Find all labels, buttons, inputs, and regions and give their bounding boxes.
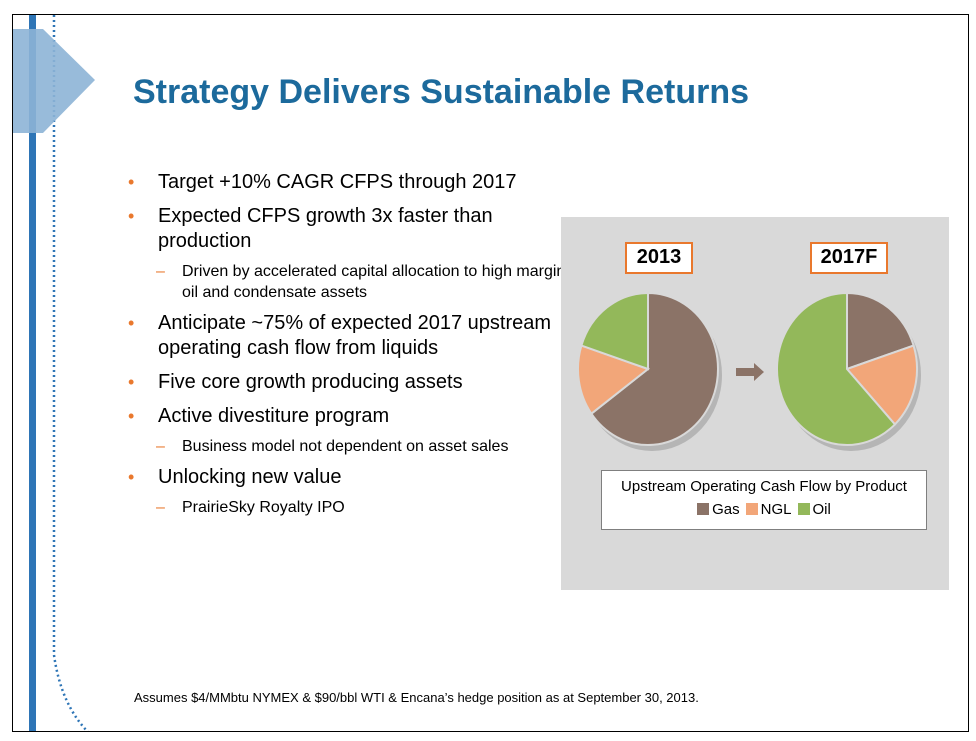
legend-title: Upstream Operating Cash Flow by Product	[621, 478, 907, 495]
bullet-item: Anticipate ~75% of expected 2017 upstrea…	[128, 311, 568, 361]
sub-bullet-item: Driven by accelerated capital allocation…	[128, 261, 568, 303]
legend-label-gas: Gas	[712, 501, 740, 518]
slide-decoration	[13, 15, 95, 731]
arrow-right-icon	[736, 363, 764, 381]
legend-items: Gas NGL Oil	[602, 501, 926, 518]
year-label-2013: 2013	[625, 242, 693, 274]
legend-label-ngl: NGL	[760, 501, 792, 518]
sub-bullet-item: PrairieSky Royalty IPO	[128, 497, 568, 518]
pie-slice-2017f-ngl	[845, 344, 918, 426]
sub-bullet-item: Business model not dependent on asset sa…	[128, 436, 568, 457]
bullet-list: Target +10% CAGR CFPS through 2017 Expect…	[128, 170, 568, 526]
page-title: Strategy Delivers Sustainable Returns	[133, 73, 750, 111]
chart-legend: Upstream Operating Cash Flow by Product …	[601, 470, 927, 530]
pie-slice-2013-ngl	[577, 344, 651, 416]
chevron-logo-icon	[13, 29, 95, 133]
pie-slice-2013-gas	[590, 291, 719, 446]
year-label-2017f: 2017F	[810, 242, 888, 274]
chart-panel: 2013 2017F Upstream Operating Cash Flow …	[561, 217, 949, 590]
pie-slice-2017f-oil	[776, 291, 897, 446]
legend-swatch-gas	[697, 503, 710, 515]
legend-swatch-oil	[797, 503, 810, 515]
legend-swatch-ngl	[745, 503, 758, 515]
bullet-item: Active divestiture program	[128, 404, 568, 429]
footnote: Assumes $4/MMbtu NYMEX & $90/bbl WTI & E…	[134, 690, 699, 705]
dotted-guide-curve	[52, 654, 89, 731]
left-accent-bar	[29, 15, 36, 731]
legend-entry-oil: Oil	[797, 501, 831, 518]
pie-charts	[577, 291, 921, 451]
slide: Strategy Delivers Sustainable Returns Ta…	[12, 14, 969, 732]
legend-entry-gas: Gas	[697, 501, 740, 518]
legend-entry-ngl: NGL	[745, 501, 792, 518]
bullet-item: Target +10% CAGR CFPS through 2017	[128, 170, 568, 195]
bullet-item: Expected CFPS growth 3x faster than prod…	[128, 204, 568, 254]
pie-slice-2013-oil	[580, 291, 649, 371]
pie-slice-2017f-gas	[846, 291, 915, 371]
bullet-item: Five core growth producing assets	[128, 370, 568, 395]
bullet-item: Unlocking new value	[128, 465, 568, 490]
legend-label-oil: Oil	[812, 501, 831, 518]
